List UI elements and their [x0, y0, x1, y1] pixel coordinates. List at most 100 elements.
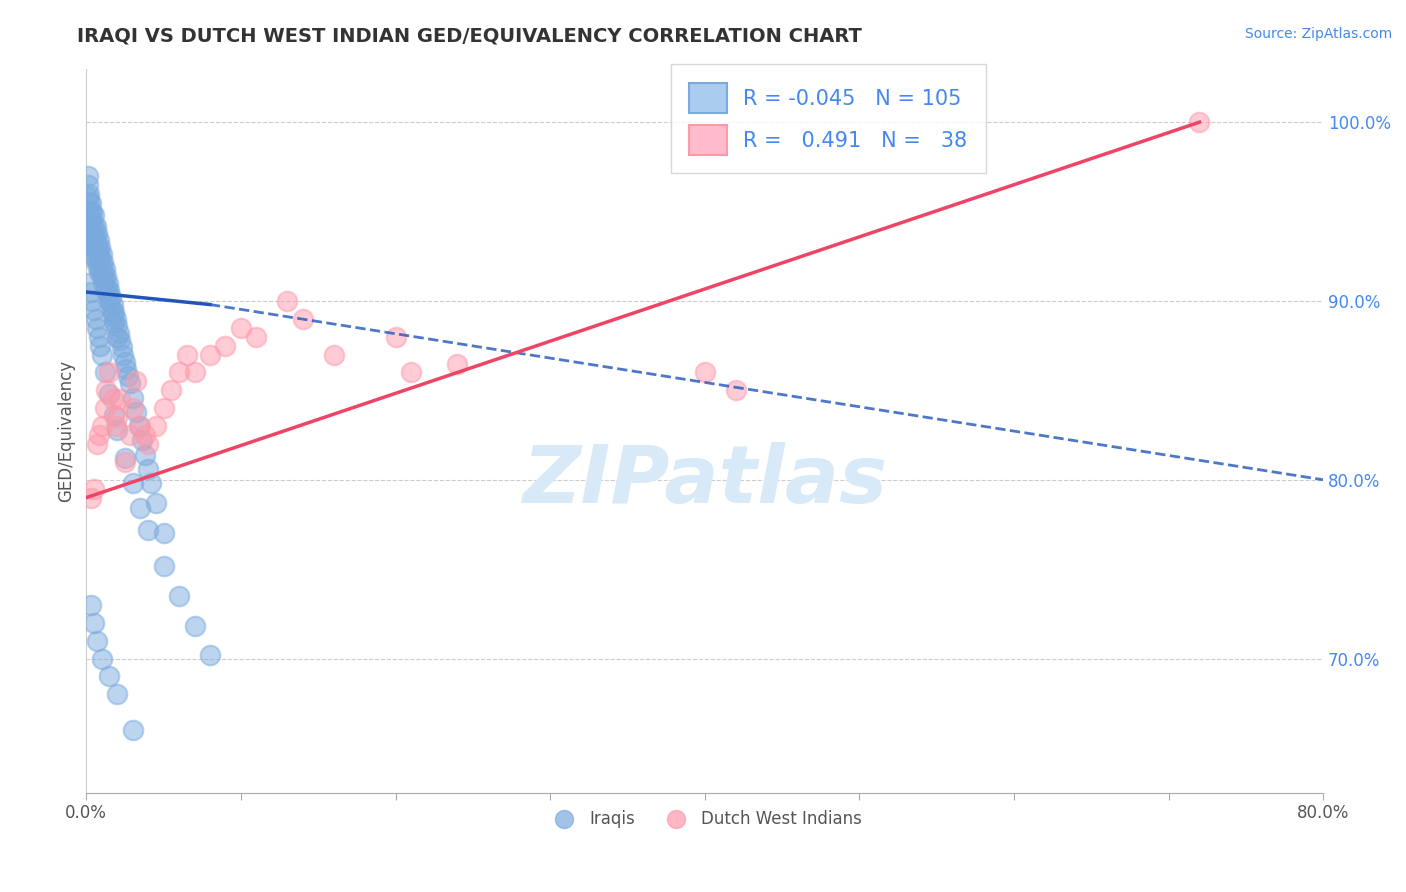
Point — [90, 247, 112, 261]
Point — [105, 423, 128, 437]
Point — [105, 318, 128, 333]
Point — [83, 615, 105, 630]
Point — [446, 357, 468, 371]
Point — [724, 384, 747, 398]
Point — [79, 219, 101, 233]
Point — [80, 285, 103, 299]
Point — [145, 496, 167, 510]
Point — [90, 258, 112, 272]
Point — [125, 405, 148, 419]
Point — [114, 455, 136, 469]
Point — [84, 311, 107, 326]
Point — [86, 226, 108, 240]
Point — [90, 348, 112, 362]
Point — [83, 208, 105, 222]
Point — [276, 293, 298, 308]
Point — [136, 523, 159, 537]
Point — [91, 276, 114, 290]
Point — [90, 268, 112, 283]
Point — [82, 226, 104, 240]
Point — [90, 419, 112, 434]
Point — [98, 366, 121, 380]
Point — [399, 366, 422, 380]
Point — [105, 687, 128, 701]
Point — [83, 219, 105, 233]
Point — [86, 258, 108, 272]
Point — [101, 392, 124, 407]
Point — [693, 366, 716, 380]
Point — [245, 329, 267, 343]
Point — [114, 451, 136, 466]
Point — [86, 236, 108, 251]
Point — [129, 419, 152, 434]
Point — [80, 236, 103, 251]
Point — [89, 261, 111, 276]
Point — [103, 409, 125, 423]
Point — [291, 311, 314, 326]
Point — [384, 329, 406, 343]
Point — [86, 320, 108, 334]
Text: ZIPatlas: ZIPatlas — [522, 442, 887, 520]
Point — [107, 326, 129, 340]
Point — [121, 723, 143, 737]
Point — [322, 348, 344, 362]
Point — [115, 362, 138, 376]
Point — [117, 369, 139, 384]
Point — [128, 419, 150, 434]
Point — [98, 669, 121, 683]
Point — [79, 208, 101, 222]
Point — [84, 251, 107, 265]
Point — [83, 229, 105, 244]
Point — [94, 272, 117, 286]
Point — [79, 276, 101, 290]
Point — [87, 233, 110, 247]
Point — [134, 428, 156, 442]
Point — [100, 290, 122, 304]
Point — [167, 366, 190, 380]
Point — [80, 491, 103, 505]
Point — [104, 419, 127, 434]
Point — [103, 315, 125, 329]
Point — [91, 265, 114, 279]
Point — [97, 286, 120, 301]
Point — [83, 240, 105, 254]
Point — [87, 428, 110, 442]
Point — [101, 297, 124, 311]
Y-axis label: GED/Equivalency: GED/Equivalency — [58, 359, 75, 501]
Point — [80, 204, 103, 219]
Point — [110, 333, 132, 347]
Point — [80, 215, 103, 229]
Point — [84, 219, 107, 233]
Point — [118, 376, 141, 391]
Point — [98, 387, 121, 401]
Point — [87, 244, 110, 258]
Point — [83, 482, 105, 496]
Point — [80, 195, 103, 210]
Point — [97, 276, 120, 290]
Point — [96, 384, 118, 398]
Point — [84, 229, 107, 244]
Point — [129, 501, 152, 516]
Point — [214, 339, 236, 353]
Point — [80, 226, 103, 240]
Point — [103, 304, 125, 318]
Point — [94, 366, 117, 380]
Point — [160, 384, 183, 398]
Point — [79, 195, 101, 210]
Point — [114, 355, 136, 369]
Point — [198, 648, 221, 662]
Point — [152, 558, 174, 573]
Point — [121, 401, 143, 416]
Point — [112, 348, 135, 362]
Point — [167, 589, 190, 603]
Point — [145, 419, 167, 434]
Point — [89, 339, 111, 353]
Point — [76, 169, 98, 183]
Point — [84, 240, 107, 254]
Text: Source: ZipAtlas.com: Source: ZipAtlas.com — [1244, 27, 1392, 41]
Point — [100, 301, 122, 315]
Point — [229, 320, 252, 334]
Point — [82, 215, 104, 229]
Point — [110, 392, 132, 407]
Point — [94, 401, 117, 416]
